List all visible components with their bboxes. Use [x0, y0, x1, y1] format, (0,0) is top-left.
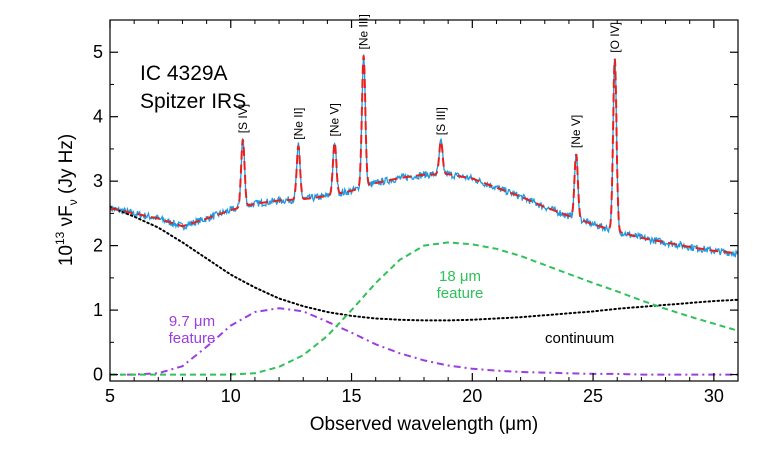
emission-line-label: [S III] — [434, 107, 448, 135]
y-label-main: νF — [56, 205, 77, 231]
x-tick-label: 5 — [105, 386, 115, 406]
y-label-subscript: ν — [66, 199, 80, 205]
chart-title: IC 4329A — [140, 62, 228, 85]
y-tick-label: 4 — [93, 107, 103, 127]
labels-layer: [S IV] [Ne II] [Ne V] [Ne III] [S III] [Ne V]… — [236, 14, 622, 148]
feature18-annotation-line1: 18 μm — [439, 268, 481, 285]
model-series-line — [110, 55, 738, 255]
feature97-annotation-line2: feature — [169, 330, 216, 347]
y-tick-label: 3 — [93, 171, 103, 191]
emission-line-label: [Ne II] — [291, 108, 305, 140]
y-label-exponent: 13 — [53, 231, 67, 245]
feature18-series-line — [110, 241, 738, 376]
ticks-layer: 5 10 15 20 25 30 0 1 2 3 4 5 — [93, 20, 739, 406]
emission-line-label: [O IV] — [608, 22, 622, 53]
y-tick-label: 0 — [93, 365, 103, 385]
chart-subtitle: Spitzer IRS — [140, 90, 246, 113]
emission-line-label: [Ne III] — [357, 14, 371, 49]
emission-line-label: [Ne V] — [328, 103, 342, 136]
x-axis-label: Observed wavelength (μm) — [310, 414, 538, 435]
continuum-series-line — [110, 205, 738, 322]
y-tick-label: 2 — [93, 236, 103, 256]
y-tick-label: 1 — [93, 300, 103, 320]
continuum-annotation: continuum — [545, 330, 614, 347]
feature97-annotation-line1: 9.7 μm — [169, 313, 215, 330]
emission-line-label: [Ne V] — [569, 115, 583, 148]
curves-layer — [110, 54, 738, 376]
emission-line-label: [S IV] — [236, 104, 250, 133]
y-axis-label: 1013 νFν (Jy Hz) — [53, 134, 80, 266]
feature97-series-line — [110, 307, 738, 376]
y-tick-label: 5 — [93, 42, 103, 62]
x-tick-label: 10 — [221, 386, 241, 406]
y-label-unit: (Jy Hz) — [56, 134, 77, 199]
x-tick-label: 15 — [342, 386, 362, 406]
feature18-annotation-line2: feature — [437, 285, 484, 302]
x-tick-label: 20 — [462, 386, 482, 406]
y-label-prefix: 10 — [56, 245, 77, 266]
x-tick-label: 25 — [583, 386, 603, 406]
svg-text:1013 νFν (Jy Hz): 1013 νFν (Jy Hz) — [53, 134, 80, 266]
x-tick-label: 30 — [704, 386, 724, 406]
